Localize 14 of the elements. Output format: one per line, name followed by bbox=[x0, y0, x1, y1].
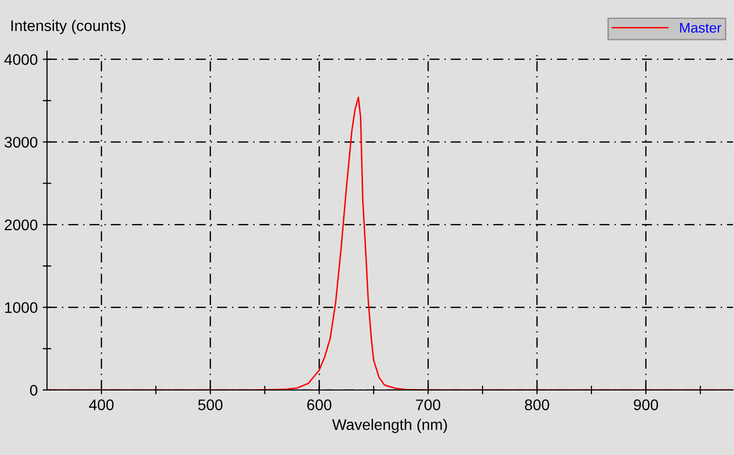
y-tick-label: 0 bbox=[30, 384, 38, 396]
x-tick-label: 400 bbox=[89, 399, 114, 410]
y-tick-label: 3000 bbox=[4, 136, 38, 148]
x-tick-label: 900 bbox=[634, 399, 658, 410]
x-tick-label: 500 bbox=[198, 399, 222, 410]
x-axis-title: Wavelength (nm) bbox=[332, 418, 447, 434]
x-tick-label: 600 bbox=[307, 399, 332, 410]
y-tick-label: 1000 bbox=[5, 302, 38, 314]
y-tick-label: 2000 bbox=[4, 220, 38, 230]
x-tick-label: 800 bbox=[524, 399, 550, 410]
x-tick-label: 700 bbox=[416, 399, 440, 410]
y-axis-title: Intensity (counts) bbox=[11, 20, 126, 34]
y-tick-label: 4000 bbox=[4, 54, 38, 65]
legend-label: Master bbox=[680, 22, 722, 33]
